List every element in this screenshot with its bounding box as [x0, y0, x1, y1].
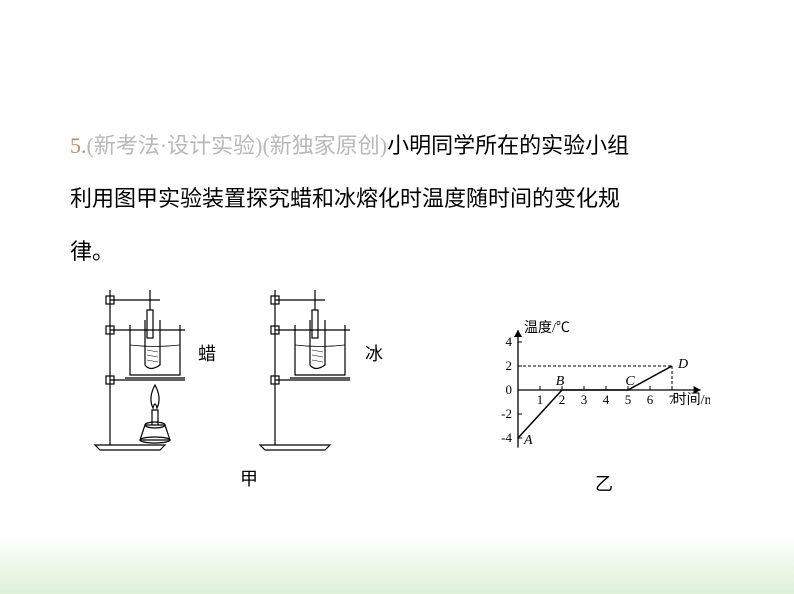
svg-text:温度/℃: 温度/℃: [524, 320, 570, 336]
svg-text:B: B: [556, 374, 565, 389]
svg-text:3: 3: [581, 392, 588, 407]
figure-jia: 蜡 冰 甲: [90, 280, 410, 480]
svg-text:4: 4: [506, 334, 513, 349]
svg-text:-4: -4: [501, 430, 512, 445]
svg-text:2: 2: [559, 392, 566, 407]
svg-text:2: 2: [506, 358, 513, 373]
svg-text:0: 0: [506, 382, 513, 397]
figure-yi: 420-2-41234567温度/℃时间/minABCD 乙: [480, 320, 710, 480]
question-body-3: 律。: [70, 239, 114, 264]
question-body-2: 利用图甲实验装置探究蜡和冰熔化时温度随时间的变化规: [70, 186, 620, 211]
chart-svg: 420-2-41234567温度/℃时间/minABCD: [480, 320, 710, 460]
svg-text:-2: -2: [501, 406, 512, 421]
label-wax: 蜡: [198, 340, 216, 366]
gradient-decoration: [0, 534, 794, 594]
svg-text:1: 1: [537, 392, 544, 407]
svg-text:4: 4: [603, 392, 610, 407]
caption-jia: 甲: [240, 465, 258, 491]
question-text: 5.(新考法·设计实验)(新独家原创)小明同学所在的实验小组 利用图甲实验装置探…: [70, 120, 740, 278]
svg-text:时间/min: 时间/min: [673, 392, 710, 408]
question-number: 5.: [70, 133, 87, 158]
figures-container: 蜡 冰 甲 420-2-41234567温度/℃时间/minABCD 乙: [90, 280, 730, 500]
question-body-1: 小明同学所在的实验小组: [387, 133, 629, 158]
svg-text:D: D: [677, 357, 688, 372]
apparatus-svg: [90, 280, 410, 480]
svg-text:5: 5: [625, 392, 632, 407]
svg-text:6: 6: [647, 392, 654, 407]
svg-text:A: A: [523, 433, 533, 448]
label-ice: 冰: [365, 340, 383, 366]
svg-text:C: C: [625, 374, 635, 389]
question-tag: (新考法·设计实验)(新独家原创): [87, 133, 388, 158]
caption-yi: 乙: [595, 470, 613, 496]
